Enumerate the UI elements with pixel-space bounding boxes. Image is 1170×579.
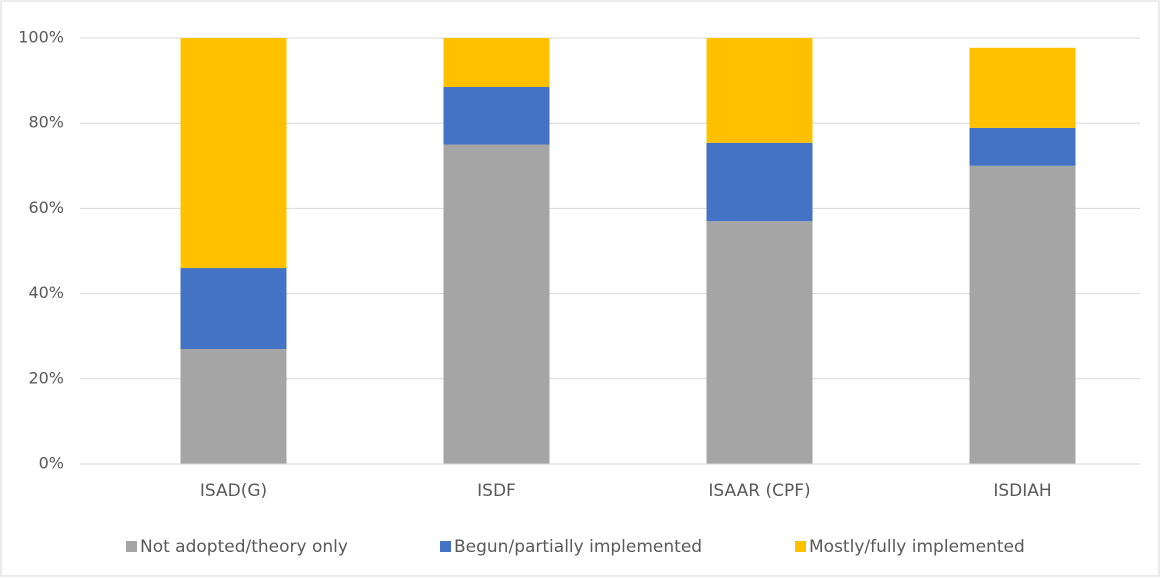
bar-segment (443, 86, 550, 145)
y-tick-label: 0% (39, 454, 64, 473)
bar-segment (969, 47, 1076, 128)
bar-segment (706, 142, 813, 222)
y-tick-label: 60% (28, 198, 64, 217)
legend-label: Begun/partially implemented (454, 537, 702, 557)
bar-segment (969, 127, 1076, 166)
x-tick-label: ISDF (477, 481, 516, 501)
legend-label: Not adopted/theory only (140, 537, 348, 557)
y-tick-label: 40% (28, 283, 64, 302)
legend-swatch (126, 541, 137, 552)
bar-segment (706, 38, 813, 143)
bar-segment (180, 348, 287, 464)
bar-segment (706, 221, 813, 464)
bar-segment (443, 38, 550, 87)
x-tick-label: ISAD(G) (200, 481, 267, 501)
bar-segment (180, 268, 287, 349)
x-tick-label: ISDIAH (993, 481, 1051, 501)
legend-swatch (440, 541, 451, 552)
y-tick-label: 20% (28, 368, 64, 387)
legend-swatch (795, 541, 806, 552)
legend-label: Mostly/fully implemented (809, 537, 1025, 557)
y-tick-label: 80% (28, 113, 64, 132)
bar-segment (180, 38, 287, 269)
y-tick-label: 100% (18, 28, 64, 47)
x-tick-label: ISAAR (CPF) (708, 481, 810, 501)
bar-segment (969, 165, 1076, 465)
bar-segment (443, 144, 550, 464)
